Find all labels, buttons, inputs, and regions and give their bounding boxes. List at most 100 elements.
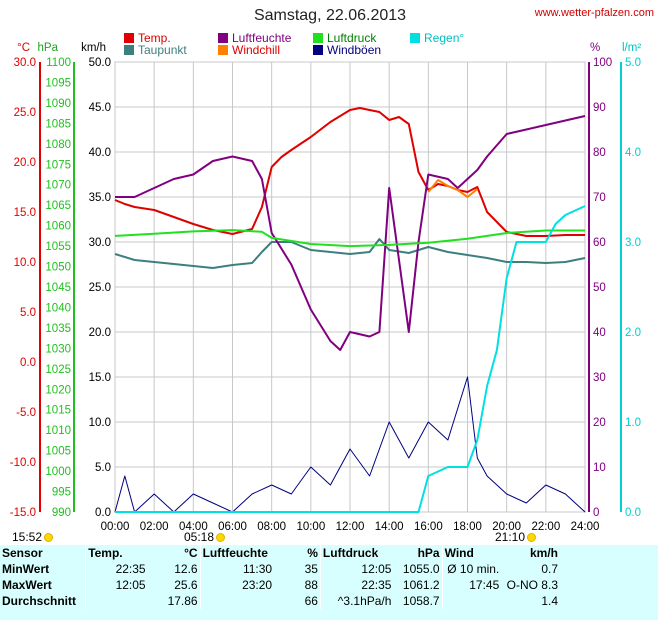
legend-windchill: Windchill <box>232 43 280 57</box>
tick-label-wind: 30.0 <box>89 237 111 249</box>
tick-label-wind: 10.0 <box>89 417 111 429</box>
series-line <box>114 107 585 237</box>
stats-cell <box>199 593 275 609</box>
tick-label-rain: 0.0 <box>625 507 641 519</box>
tick-label-rain: 2.0 <box>625 327 641 339</box>
stats-table: Sensor Temp. °C Luftfeuchte % Luftdruck … <box>0 545 658 620</box>
stats-cell: 17.86 <box>167 594 198 608</box>
tick-label-temp: 20.0 <box>14 157 36 169</box>
tick-label-humidity: 60 <box>593 237 606 249</box>
series-line <box>114 238 586 269</box>
legend-pressure: Luftdruck <box>327 31 377 45</box>
stats-row-max: MaxWert 12:05 25.6 23:20 88 22:35 1061.2… <box>0 577 560 593</box>
unit-wind: km/h <box>81 42 106 54</box>
stats-cell: 17:45 <box>441 577 502 593</box>
tick-label-humidity: 100 <box>593 57 612 69</box>
tick-label-wind: 15.0 <box>89 372 111 384</box>
stats-cell: 23:20 <box>199 577 275 593</box>
tick-label-pressure: 1055 <box>45 241 71 253</box>
legend-rain: Regen° <box>424 31 464 45</box>
tick-label-pressure: 1010 <box>45 425 71 437</box>
stats-cell: 66 <box>304 594 318 608</box>
legend-swatch-pressure <box>313 33 323 43</box>
tick-label-temp: -5.0 <box>16 407 36 419</box>
stats-header: Sensor Temp. °C Luftfeuchte % Luftdruck … <box>0 545 560 561</box>
x-tick-label: 12:00 <box>336 521 365 533</box>
stats-label: Durchschnitt <box>2 594 77 608</box>
tick-label-pressure: 1085 <box>45 118 71 130</box>
legend-swatch-windchill <box>218 45 228 55</box>
stats-label: MinWert <box>2 562 50 576</box>
legend-swatch-temp <box>124 33 134 43</box>
tick-label-temp: 25.0 <box>14 107 36 119</box>
tick-label-pressure: 1050 <box>45 262 71 274</box>
tick-label-pressure: 1025 <box>45 364 71 376</box>
tick-label-pressure: 1065 <box>45 200 71 212</box>
tick-label-pressure: 990 <box>52 507 71 519</box>
stats-cell: 25.6 <box>174 578 198 592</box>
sun-icon <box>44 533 54 543</box>
stats-cell: 88 <box>304 578 318 592</box>
site-url: www.wetter-pfalzen.com <box>534 7 654 19</box>
stats-cell: 22:35 <box>319 577 394 593</box>
tick-label-wind: 20.0 <box>89 327 111 339</box>
tick-label-pressure: 1035 <box>45 323 71 335</box>
sunrise-icon <box>216 533 226 543</box>
x-tick-label: 18:00 <box>453 521 482 533</box>
tick-label-wind: 25.0 <box>89 282 111 294</box>
tick-label-humidity: 20 <box>593 417 606 429</box>
tick-label-humidity: 90 <box>593 102 606 114</box>
tick-label-pressure: 1005 <box>45 446 71 458</box>
tick-label-humidity: 50 <box>593 282 606 294</box>
tick-label-pressure: 1045 <box>45 282 71 294</box>
stats-col-sensor: Sensor <box>2 546 43 560</box>
stats-cell: 35 <box>304 562 318 576</box>
stats-cell: 22:35 <box>85 561 148 577</box>
sunset-icon <box>527 533 537 543</box>
tick-label-humidity: 80 <box>593 147 606 159</box>
stats-cell: 12:05 <box>319 561 394 577</box>
chart-title: Samstag, 22.06.2013 <box>254 7 406 24</box>
stats-row-min: MinWert 22:35 12.6 11:30 35 12:05 1055.0… <box>0 561 560 577</box>
stats-unit-humidity: % <box>307 546 318 560</box>
tick-label-wind: 35.0 <box>89 192 111 204</box>
legend-swatch-rain <box>410 33 420 43</box>
tick-label-pressure: 1075 <box>45 159 71 171</box>
stats-unit-wind: km/h <box>529 546 558 560</box>
tick-label-temp: 10.0 <box>14 257 36 269</box>
stats-cell: 1061.2 <box>402 578 440 592</box>
tick-label-temp: -10.0 <box>10 457 36 469</box>
tick-label-pressure: 1090 <box>45 98 71 110</box>
stats-label: MaxWert <box>2 578 52 592</box>
x-tick-label: 14:00 <box>375 521 404 533</box>
series-line <box>114 229 585 248</box>
marker-sunset: 21:10 <box>495 530 537 544</box>
legend-swatch-gusts <box>313 45 323 55</box>
tick-label-wind: 45.0 <box>89 102 111 114</box>
stats-unit-temp: °C <box>184 546 198 560</box>
legend-gusts: Windböen <box>327 43 381 57</box>
tick-label-rain: 3.0 <box>625 237 641 249</box>
stats-cell: 1.4 <box>541 594 558 608</box>
tick-label-humidity: 70 <box>593 192 606 204</box>
stats-cell: O-NO 8.3 <box>506 578 558 592</box>
stats-col-wind: Wind <box>441 545 502 561</box>
x-tick-label: 02:00 <box>140 521 169 533</box>
unit-humidity: % <box>590 42 600 54</box>
tick-label-pressure: 1070 <box>45 180 71 192</box>
stats-unit-pressure: hPa <box>417 546 440 560</box>
stats-cell: 12:05 <box>85 577 148 593</box>
stats-cell: Ø 10 min. <box>441 561 502 577</box>
tick-label-temp: 5.0 <box>20 307 36 319</box>
legend-swatch-dewpoint <box>124 45 134 55</box>
legend-humidity: Luftfeuchte <box>232 31 292 45</box>
legend-dewpoint: Taupunkt <box>138 43 187 57</box>
tick-label-pressure: 1100 <box>46 57 71 69</box>
unit-rain: l/m² <box>622 42 641 54</box>
stats-cell: 1055.0 <box>402 562 440 576</box>
tick-label-pressure: 1020 <box>45 384 71 396</box>
x-tick-label: 24:00 <box>571 521 600 533</box>
tick-label-temp: 30.0 <box>14 57 36 69</box>
tick-label-humidity: 0 <box>593 507 599 519</box>
series-line <box>115 115 586 351</box>
